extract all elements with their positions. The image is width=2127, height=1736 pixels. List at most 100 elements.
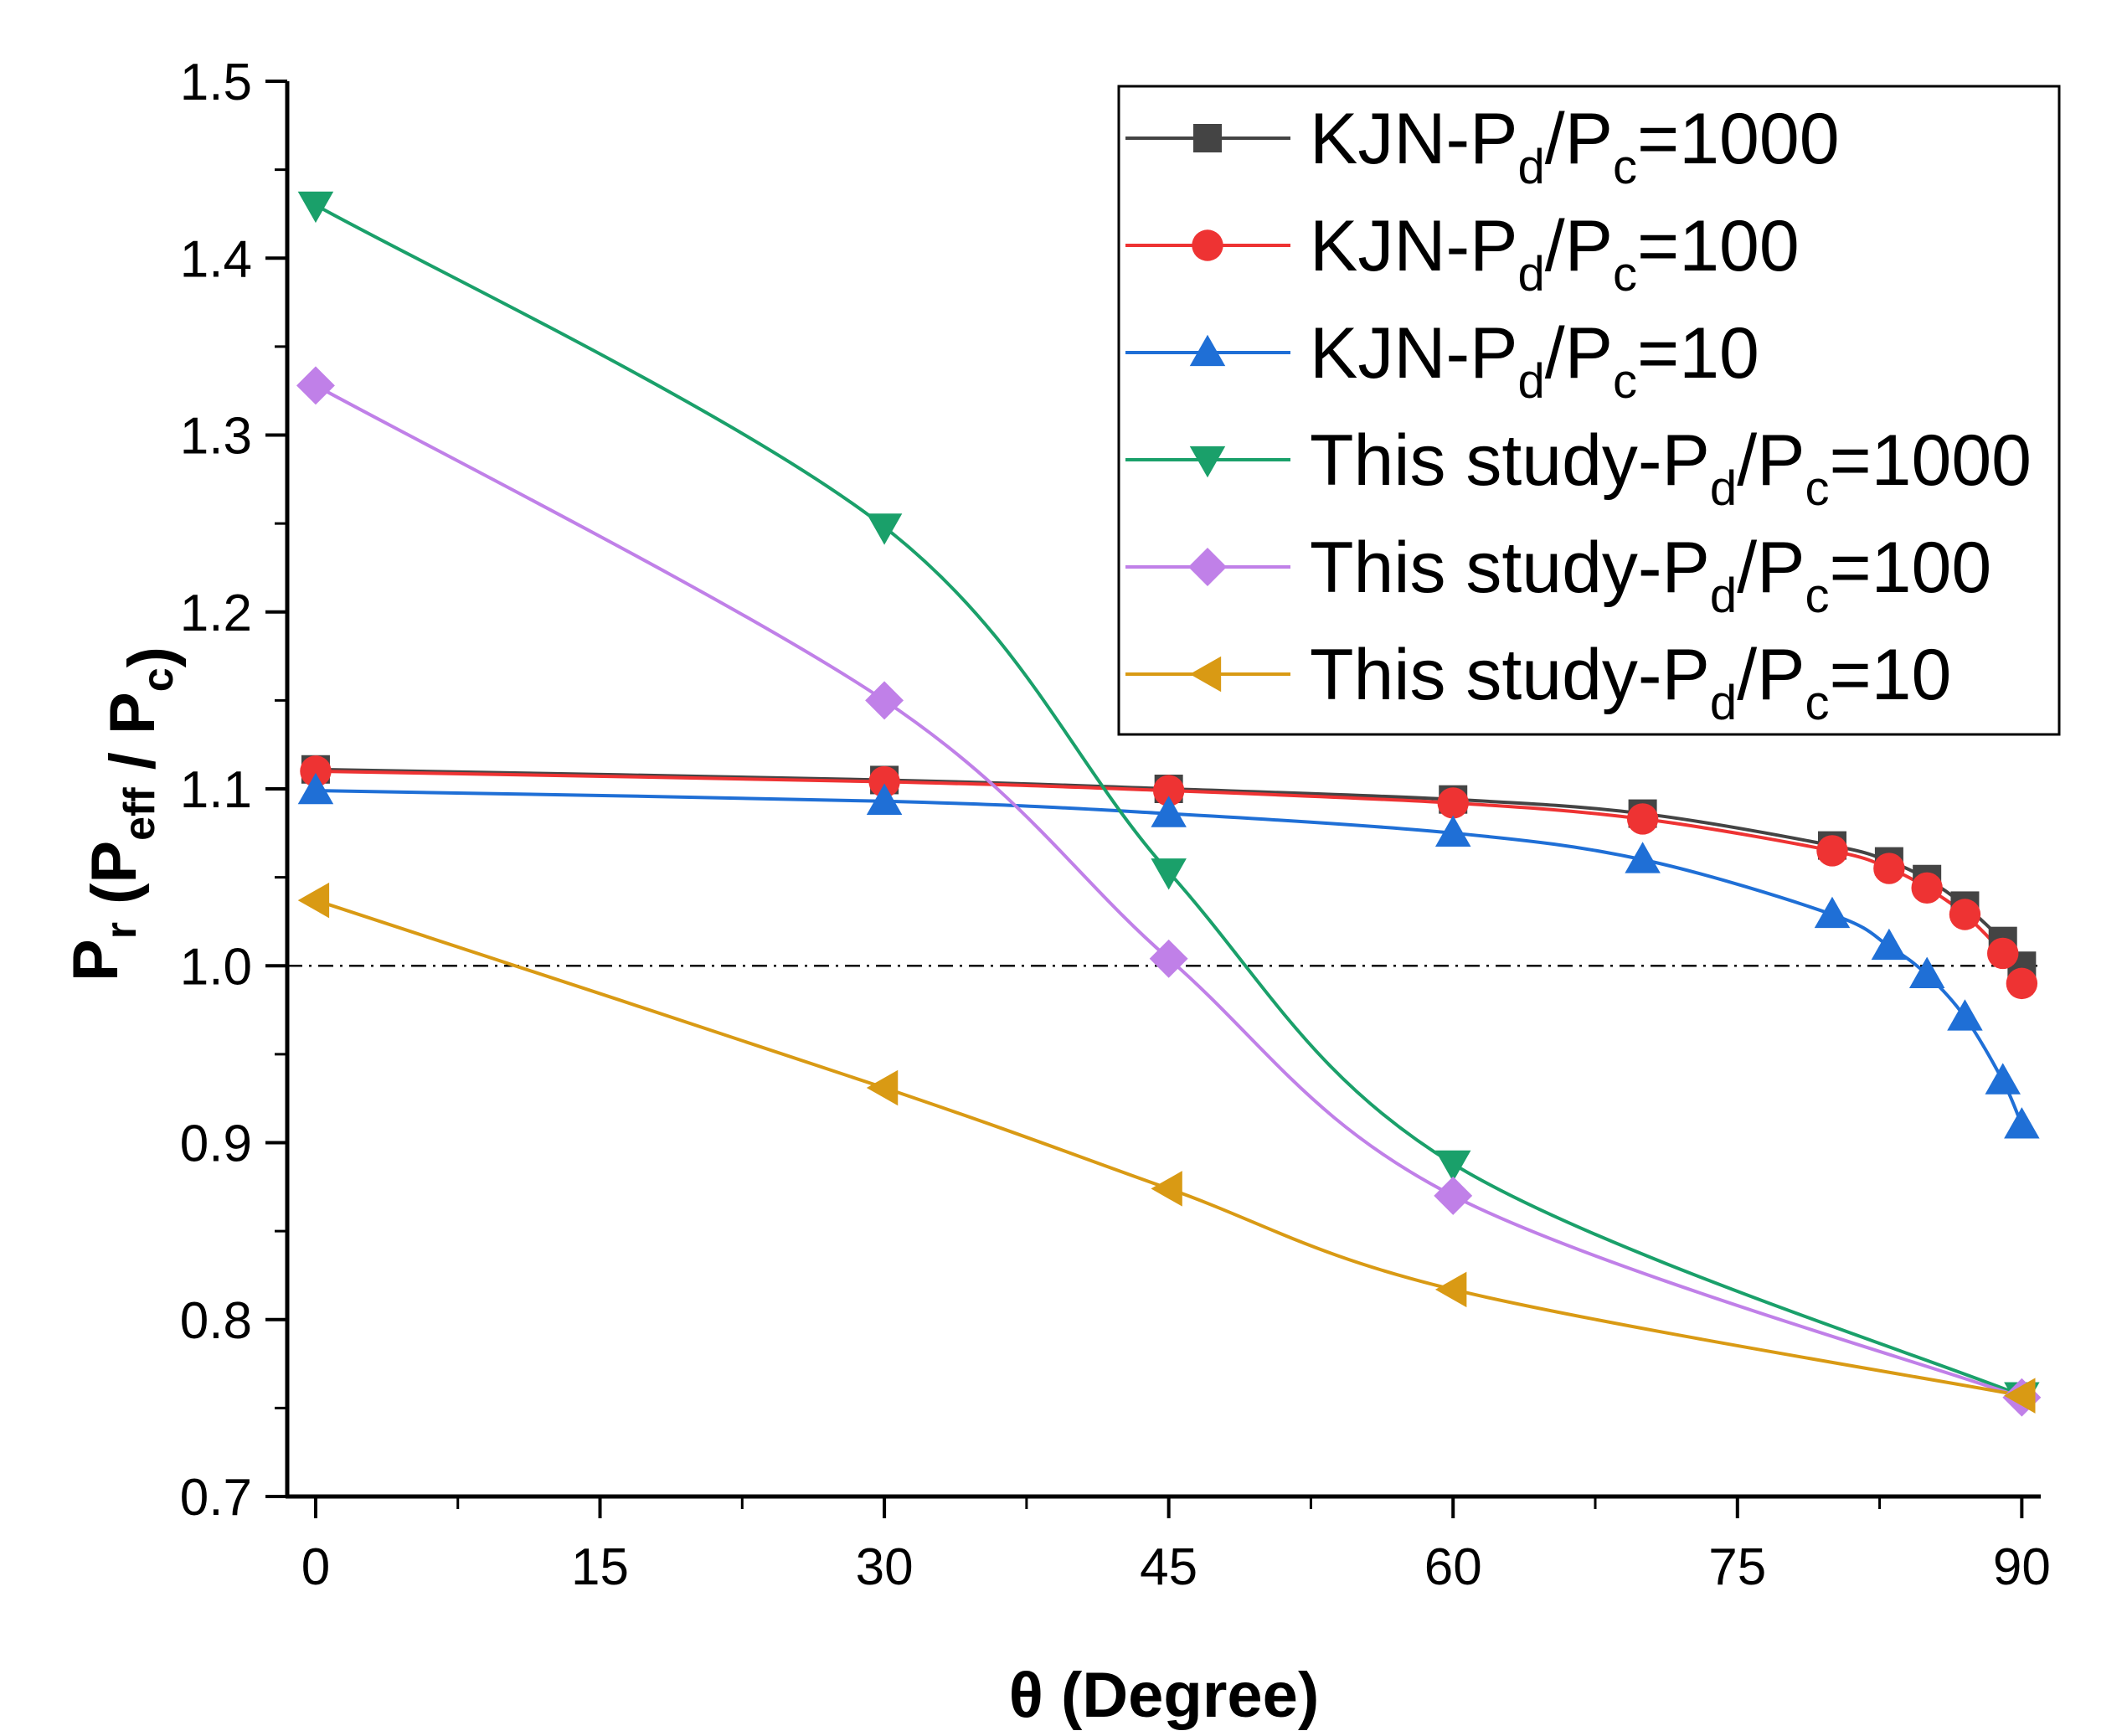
legend-text-part: /P bbox=[1737, 635, 1805, 715]
data-point bbox=[1908, 956, 1945, 988]
legend-text-part: =100 bbox=[1637, 206, 1800, 286]
legend-entry-3: This study-Pd/Pc=1000 bbox=[1125, 420, 2032, 516]
y-label-subscript: r bbox=[97, 922, 146, 939]
data-point bbox=[1149, 939, 1188, 978]
legend-subscript: c bbox=[1613, 247, 1637, 301]
series-1 bbox=[315, 769, 2024, 985]
legend-marker bbox=[1189, 334, 1226, 367]
y-tick-label: 0.9 bbox=[180, 1115, 252, 1173]
y-tick-label: 0.8 bbox=[180, 1292, 252, 1350]
legend-text-part: =10 bbox=[1637, 313, 1759, 394]
legend-entry-2: KJN-Pd/Pc=10 bbox=[1125, 313, 1759, 409]
data-point bbox=[300, 755, 332, 787]
legend-marker bbox=[1189, 446, 1226, 478]
y-label-part: (P bbox=[79, 841, 150, 922]
x-axis-label: θ (Degree) bbox=[1009, 1660, 1320, 1731]
data-point bbox=[297, 772, 334, 805]
legend-text-part: /P bbox=[1545, 99, 1613, 179]
legend-text-part: KJN-P bbox=[1310, 313, 1517, 394]
legend-text-part: This study-P bbox=[1310, 420, 1710, 501]
data-point bbox=[297, 191, 334, 224]
data-point bbox=[1985, 1063, 2021, 1095]
legend-subscript: c bbox=[1805, 461, 1829, 516]
data-point bbox=[866, 1069, 899, 1106]
x-tick-label: 90 bbox=[1993, 1538, 2051, 1596]
y-tick-label: 1.0 bbox=[180, 938, 252, 996]
y-label-subscript: eff bbox=[116, 787, 164, 841]
y-tick-label: 0.7 bbox=[180, 1469, 252, 1527]
data-point bbox=[1434, 1271, 1467, 1308]
legend-text-part: /P bbox=[1737, 420, 1805, 501]
legend-subscript: d bbox=[1710, 569, 1737, 623]
legend-label: This study-Pd/Pc=10 bbox=[1310, 635, 1951, 730]
legend-text-part: KJN-P bbox=[1310, 206, 1517, 286]
legend-entry-5: This study-Pd/Pc=10 bbox=[1125, 635, 1951, 730]
legend-label: This study-Pd/Pc=1000 bbox=[1310, 420, 2032, 516]
legend-text-part: KJN-P bbox=[1310, 99, 1517, 179]
data-point bbox=[1871, 928, 1908, 961]
legend-subscript: d bbox=[1517, 247, 1544, 301]
data-point bbox=[1434, 1176, 1473, 1215]
data-point bbox=[1434, 1150, 1471, 1182]
data-point bbox=[1947, 999, 1983, 1031]
x-tick-label: 30 bbox=[856, 1538, 914, 1596]
data-point bbox=[1987, 937, 2019, 970]
legend-subscript: c bbox=[1613, 354, 1637, 409]
legend-subscript: c bbox=[1613, 140, 1637, 194]
data-point bbox=[866, 783, 903, 815]
data-point bbox=[1626, 803, 1659, 835]
y-label-part: P bbox=[60, 939, 131, 981]
data-point bbox=[1814, 896, 1851, 929]
axes-layer: 0.7 0.8 0.9 1.0 1.1 1.2 1.3 1.4 1.5 0 15 30 45 60 75 90… bbox=[60, 54, 2051, 1731]
legend-label: KJN-Pd/Pc=100 bbox=[1310, 206, 1800, 301]
legend-subscript: d bbox=[1710, 676, 1737, 730]
series-markers-2 bbox=[297, 772, 2040, 1139]
legend-subscript: c bbox=[1805, 676, 1829, 730]
data-point bbox=[1911, 872, 1943, 904]
legend-text-part: /P bbox=[1545, 313, 1613, 394]
legend-text-part: /P bbox=[1545, 206, 1613, 286]
legend-label: KJN-Pd/Pc=1000 bbox=[1310, 99, 1840, 194]
legend-label: This study-Pd/Pc=100 bbox=[1310, 528, 1991, 623]
data-point bbox=[1152, 775, 1185, 806]
y-label-subscript: c bbox=[134, 667, 183, 692]
legend-subscript: d bbox=[1517, 140, 1544, 194]
data-point bbox=[1437, 787, 1469, 819]
legend-marker bbox=[1192, 229, 1223, 261]
series-markers-5 bbox=[297, 882, 2036, 1414]
legend-entry-4: This study-Pd/Pc=100 bbox=[1125, 528, 1991, 623]
series-markers-1 bbox=[300, 755, 2038, 1000]
legend-text-part: This study-P bbox=[1310, 635, 1710, 715]
y-tick-label: 1.4 bbox=[180, 230, 252, 288]
data-point bbox=[296, 366, 335, 405]
x-tick-label: 0 bbox=[301, 1538, 330, 1596]
series-2 bbox=[315, 789, 2024, 1126]
y-label-part: ) bbox=[116, 646, 187, 667]
series-line bbox=[315, 769, 2024, 985]
series-line bbox=[315, 789, 2024, 1126]
data-point bbox=[2004, 1378, 2036, 1414]
legend-subscript: d bbox=[1710, 461, 1737, 516]
data-point bbox=[1434, 815, 1471, 847]
data-point bbox=[2004, 1107, 2040, 1139]
y-tick-label: 1.2 bbox=[180, 585, 252, 642]
data-point bbox=[297, 882, 330, 919]
data-point bbox=[1816, 835, 1848, 867]
legend-text-part: This study-P bbox=[1310, 528, 1710, 608]
legend-text-part: /P bbox=[1737, 528, 1805, 608]
legend-marker bbox=[1188, 548, 1227, 586]
data-point bbox=[1151, 1171, 1182, 1207]
legend-text-part: =1000 bbox=[1637, 99, 1840, 179]
data-point bbox=[1151, 796, 1187, 827]
x-tick-label: 15 bbox=[571, 1538, 629, 1596]
data-point bbox=[1949, 899, 1981, 930]
data-point bbox=[866, 513, 903, 545]
legend: KJN-Pd/Pc=1000KJN-Pd/Pc=100KJN-Pd/Pc=10T… bbox=[1117, 85, 2061, 736]
legend-marker bbox=[1193, 124, 1222, 152]
legend-box bbox=[1117, 85, 2061, 736]
legend-entry-1: KJN-Pd/Pc=100 bbox=[1125, 206, 1800, 301]
series-layer bbox=[296, 191, 2042, 1417]
data-point bbox=[868, 765, 900, 798]
legend-text-part: =10 bbox=[1829, 635, 1951, 715]
